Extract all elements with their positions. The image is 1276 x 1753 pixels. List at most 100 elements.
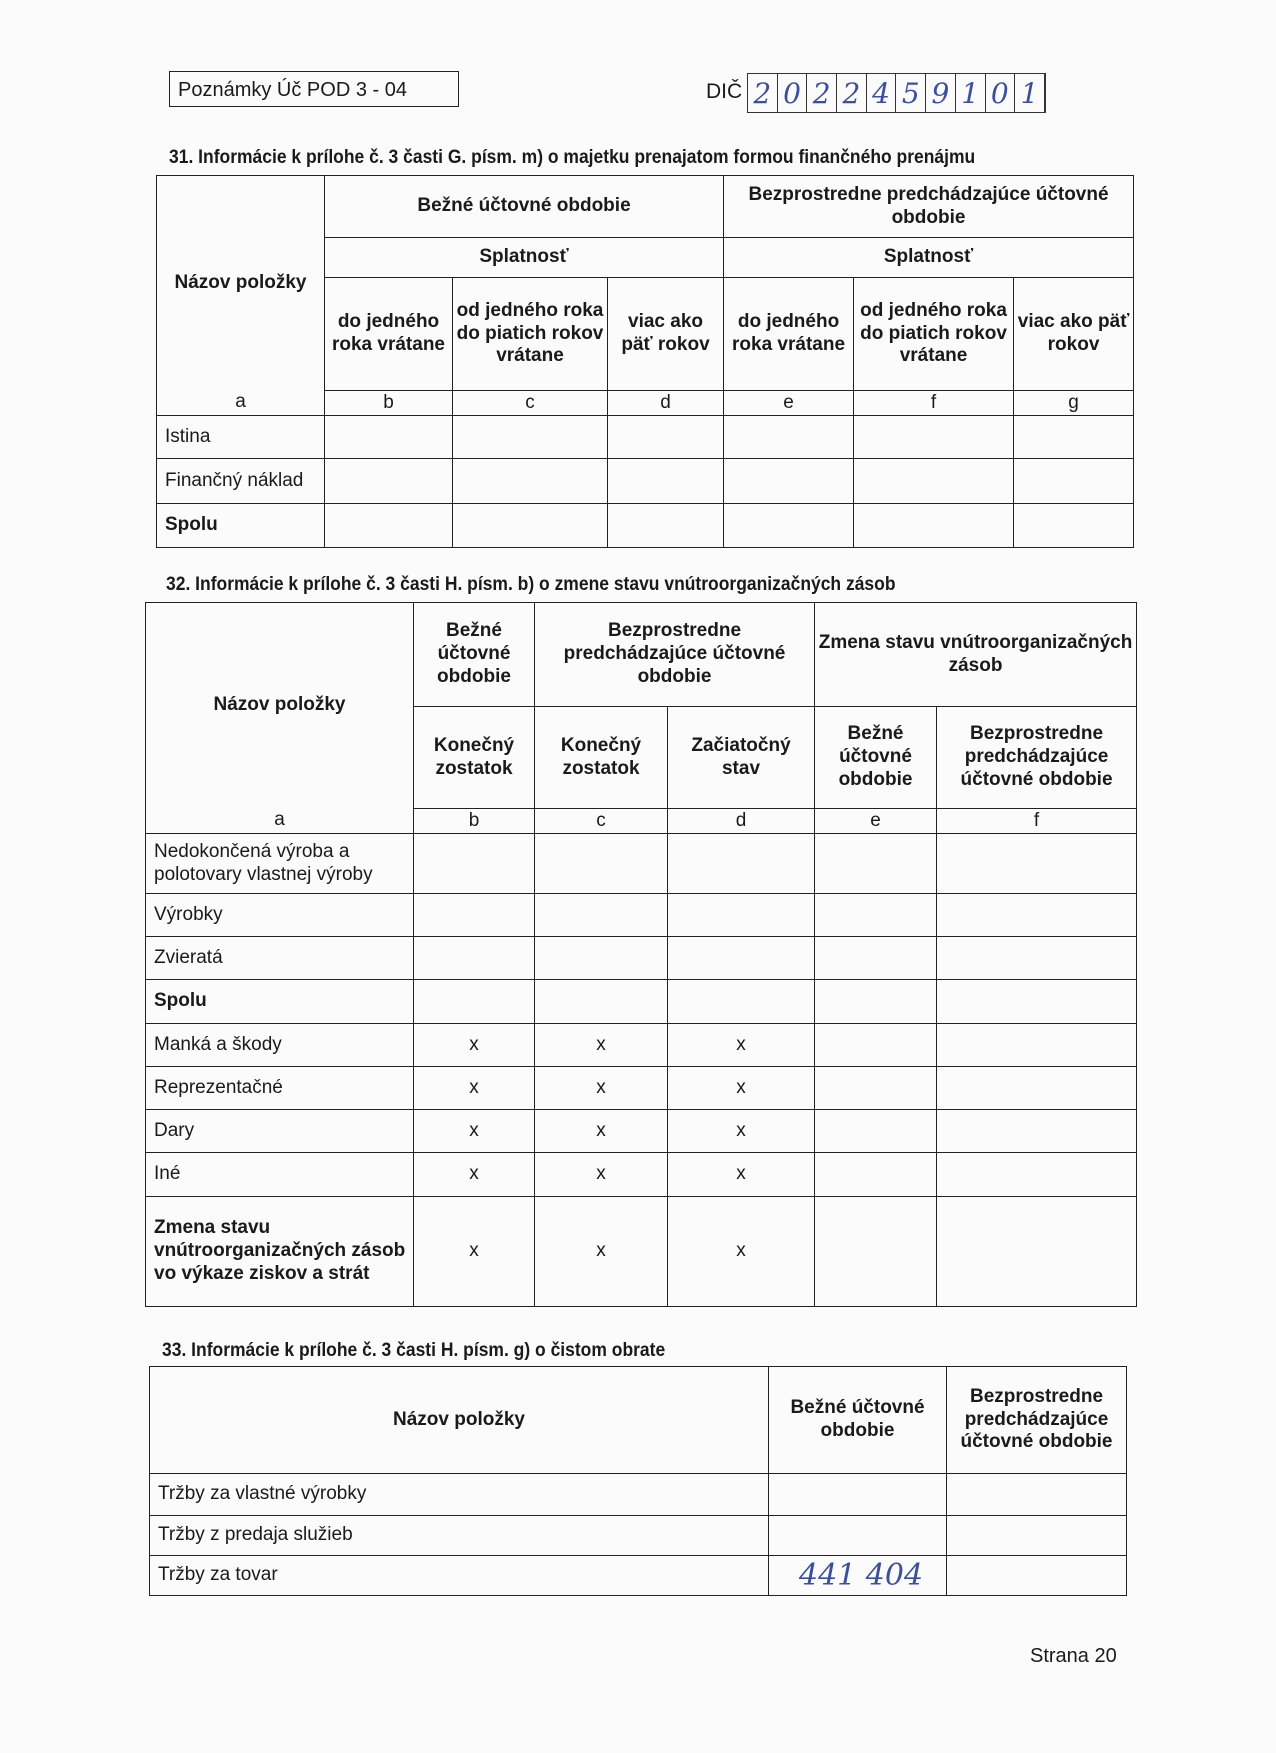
table-cell[interactable] — [936, 833, 1138, 894]
table-cell[interactable] — [324, 503, 453, 548]
table-row: Tržby za vlastné výrobky — [149, 1473, 1127, 1516]
table-cell[interactable] — [1013, 503, 1135, 548]
table-cell[interactable] — [814, 1196, 938, 1307]
table-cell[interactable]: x — [534, 1066, 668, 1110]
table-cell[interactable]: x — [666, 1196, 816, 1307]
table-cell[interactable] — [452, 415, 608, 459]
table-cell[interactable] — [666, 936, 816, 980]
table-cell[interactable] — [936, 893, 1138, 937]
header-maturity: Splatnosť — [723, 237, 1135, 278]
table-cell[interactable] — [946, 1555, 1127, 1596]
table-cell[interactable] — [946, 1473, 1127, 1516]
table-cell[interactable] — [814, 1152, 938, 1197]
header-subcolumn: do jedného roka vrátane — [324, 277, 453, 391]
table-cell[interactable] — [666, 979, 816, 1024]
table-cell[interactable]: x — [534, 1109, 668, 1153]
header-previous-period: Bezprostredne predchádzajúce účtovné obd… — [533, 602, 816, 707]
row-label: Zmena stavu vnútroorganizačných zásob vo… — [145, 1196, 414, 1307]
row-label: Istina — [156, 415, 325, 459]
table-cell[interactable] — [606, 415, 725, 459]
table-cell[interactable] — [452, 458, 608, 504]
table-cell[interactable]: 441 404 — [768, 1555, 947, 1596]
column-letter: d — [606, 390, 725, 416]
table-cell[interactable] — [666, 893, 816, 937]
table-cell[interactable] — [814, 936, 938, 980]
table-cell[interactable]: x — [413, 1152, 535, 1197]
table-cell[interactable]: x — [666, 1066, 816, 1110]
header-maturity: Splatnosť — [323, 237, 725, 278]
header-subcolumn: Začiatočný stav — [666, 706, 816, 809]
table-cell[interactable] — [814, 1066, 938, 1110]
table-cell[interactable]: x — [413, 1023, 535, 1067]
table-cell[interactable]: x — [666, 1152, 816, 1197]
table-cell[interactable] — [324, 458, 453, 504]
table-cell[interactable] — [814, 1023, 938, 1067]
header-subcolumn: Konečný zostatok — [534, 706, 668, 809]
table-cell[interactable]: x — [666, 1023, 816, 1067]
table-cell[interactable] — [413, 833, 535, 894]
dic-label: DIČ — [706, 80, 743, 103]
table-cell[interactable] — [413, 936, 535, 980]
table-31: Názov položky Bežné účtovné obdobie Bezp… — [156, 175, 1135, 548]
table-row: Iné x x x — [145, 1152, 1138, 1197]
table-cell[interactable]: x — [534, 1196, 668, 1307]
table-cell[interactable] — [768, 1515, 947, 1556]
column-letter: e — [723, 390, 855, 416]
header-item-name: Názov položky — [145, 602, 414, 809]
table-cell[interactable] — [936, 1023, 1138, 1067]
table-cell[interactable] — [814, 893, 938, 937]
table-cell[interactable] — [936, 936, 1138, 980]
header-subcolumn: od jedného roka do piatich rokov vrátane — [452, 277, 608, 391]
table-cell[interactable] — [534, 893, 668, 937]
table-cell[interactable] — [534, 833, 668, 894]
header-subcolumn: Konečný zostatok — [413, 706, 535, 809]
table-cell[interactable]: x — [413, 1109, 535, 1153]
table-cell[interactable] — [936, 1152, 1138, 1197]
table-cell[interactable] — [324, 415, 453, 459]
header-subcolumn: viac ako päť rokov — [606, 277, 725, 391]
form-label: Poznámky Úč POD 3 - 04 — [169, 71, 459, 107]
table-cell[interactable] — [534, 979, 668, 1024]
table-cell[interactable]: x — [666, 1109, 816, 1153]
table-row: Manká a škody x x x — [145, 1023, 1138, 1067]
table-cell[interactable] — [936, 979, 1138, 1024]
table-cell[interactable] — [814, 833, 938, 894]
table-cell[interactable] — [814, 979, 938, 1024]
table-cell[interactable]: x — [413, 1066, 535, 1110]
column-letter: f — [853, 390, 1015, 416]
dic-digit: 2 — [807, 74, 838, 112]
table-cell[interactable] — [853, 415, 1015, 459]
table-cell[interactable]: x — [534, 1152, 668, 1197]
table-cell[interactable] — [723, 503, 855, 548]
table-cell[interactable] — [723, 415, 855, 459]
table-cell[interactable]: x — [413, 1196, 535, 1307]
table-cell[interactable] — [723, 458, 855, 504]
table-cell[interactable]: x — [534, 1023, 668, 1067]
table-cell[interactable] — [413, 979, 535, 1024]
table-cell[interactable] — [936, 1109, 1138, 1153]
row-label: Tržby za vlastné výrobky — [149, 1473, 769, 1516]
table-cell[interactable] — [1013, 415, 1135, 459]
table-row: Finančný náklad — [156, 458, 1135, 504]
section-31-title: 31. Informácie k prílohe č. 3 časti G. p… — [169, 147, 976, 168]
dic-digit: 5 — [896, 74, 927, 112]
table-cell[interactable] — [1013, 458, 1135, 504]
column-letter: d — [666, 808, 816, 834]
table-cell[interactable] — [768, 1473, 947, 1516]
table-cell[interactable] — [606, 503, 725, 548]
table-cell[interactable] — [853, 458, 1015, 504]
table-cell[interactable] — [946, 1515, 1127, 1556]
table-cell[interactable] — [606, 458, 725, 504]
table-row: Výrobky — [145, 893, 1138, 937]
table-cell[interactable] — [936, 1066, 1138, 1110]
table-cell[interactable] — [413, 893, 535, 937]
header-subcolumn: Bežné účtovné obdobie — [814, 706, 938, 809]
table-cell[interactable] — [814, 1109, 938, 1153]
table-cell[interactable] — [936, 1196, 1138, 1307]
row-label: Výrobky — [145, 893, 414, 937]
header-item-name: Názov položky — [149, 1366, 769, 1474]
table-cell[interactable] — [534, 936, 668, 980]
table-cell[interactable] — [452, 503, 608, 548]
table-cell[interactable] — [666, 833, 816, 894]
table-cell[interactable] — [853, 503, 1015, 548]
